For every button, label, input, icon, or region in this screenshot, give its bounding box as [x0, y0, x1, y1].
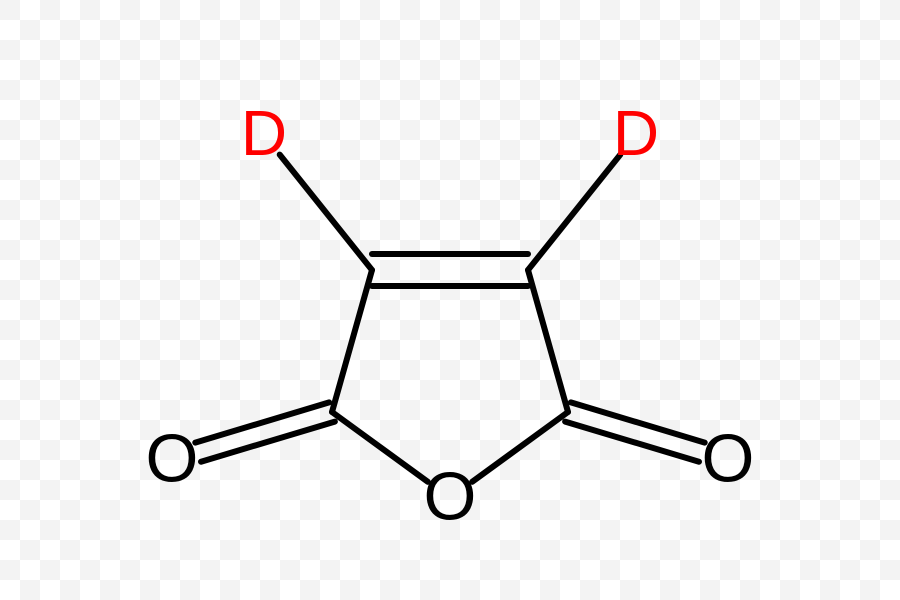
atom-label-deuterium: D [241, 97, 287, 169]
atom-label-deuterium: D [613, 97, 659, 169]
diagram-canvas: O O O D D [0, 0, 900, 600]
atom-label-oxygen: O [702, 420, 755, 496]
atom-label-oxygen: O [424, 458, 477, 534]
atom-label-oxygen: O [146, 420, 199, 496]
structure-svg: O O O D D [0, 0, 900, 600]
